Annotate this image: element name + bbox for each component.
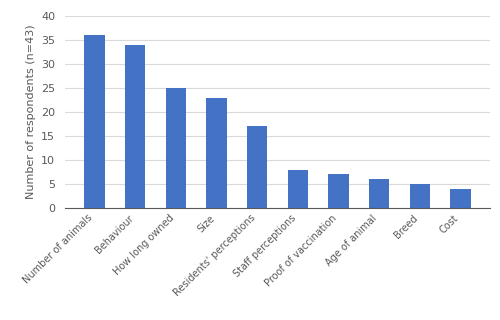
Bar — [84, 35, 104, 208]
Bar — [369, 179, 390, 208]
Bar — [125, 45, 146, 208]
Bar — [450, 189, 470, 208]
Y-axis label: Number of respondents (n=43): Number of respondents (n=43) — [26, 25, 36, 199]
Bar — [206, 98, 227, 208]
Bar — [247, 126, 268, 208]
Bar — [328, 174, 348, 208]
Bar — [288, 170, 308, 208]
Bar — [166, 88, 186, 208]
Bar — [410, 184, 430, 208]
